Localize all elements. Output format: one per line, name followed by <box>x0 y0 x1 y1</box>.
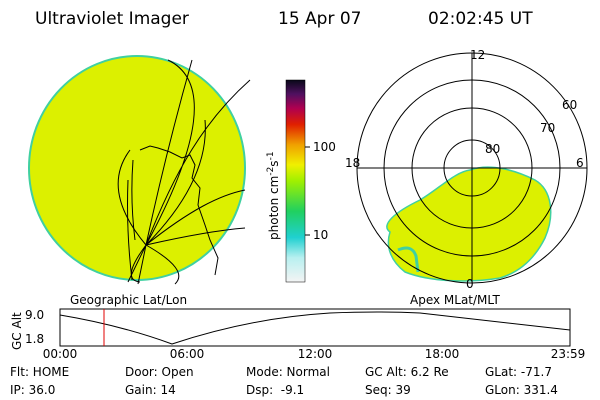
unit: s <box>267 160 281 166</box>
info-field: Gain: 14 <box>125 383 176 397</box>
instrument: Ultraviolet Imager <box>35 9 189 29</box>
info-field: IP: 36.0 <box>10 383 55 397</box>
unit: photon cm <box>267 176 281 240</box>
colorbar-label: photon cm-2s-1 <box>266 151 281 240</box>
x-tick-label: 00:00 <box>43 347 78 361</box>
mlat-label: 60 <box>562 98 577 112</box>
panel-label: Geographic Lat/Lon <box>70 293 187 307</box>
altitude-plot: GC Alt 9.0 1.8 00:00 06:00 12:00 18:00 2… <box>10 308 585 361</box>
x-tick-label: 06:00 <box>170 347 205 361</box>
x-tick-label: 18:00 <box>425 347 460 361</box>
mlat-label: 80 <box>485 142 500 156</box>
panel-label: Apex MLat/MLT <box>410 293 500 307</box>
exponent: -2 <box>266 167 276 176</box>
mlt-label: 18 <box>345 156 360 170</box>
date: 15 Apr 07 <box>278 9 361 29</box>
geo-image <box>28 55 251 285</box>
info-field: Seq: 39 <box>365 383 411 397</box>
polar-plot: 12 60 70 80 18 6 0 <box>345 48 588 291</box>
x-tick-label: 12:00 <box>298 347 333 361</box>
time: 02:02:45 UT <box>428 9 533 29</box>
colorbar: 100 10 photon cm-2s-1 <box>266 79 336 283</box>
colorbar-tick: 100 <box>313 140 336 154</box>
info-field: Dsp: -9.1 <box>246 383 304 397</box>
info-field: Door: Open <box>125 365 194 379</box>
y-label: GC Alt <box>10 312 24 350</box>
mlat-label: 70 <box>540 121 555 135</box>
exponent: -1 <box>266 151 276 160</box>
info: Flt: HOME Door: Open Mode: Normal GC Alt… <box>10 365 558 397</box>
info-field: GLon: 331.4 <box>485 383 558 397</box>
colorbar-tick: 10 <box>313 228 328 242</box>
mlt-label: 0 <box>466 277 474 291</box>
info-field: Flt: HOME <box>10 365 69 379</box>
y-tick-label: 9.0 <box>25 308 44 322</box>
mlt-label: 6 <box>576 156 584 170</box>
mlt-label: 12 <box>470 48 485 62</box>
info-field: GC Alt: 6.2 Re <box>365 365 449 379</box>
info-field: Mode: Normal <box>246 365 330 379</box>
y-tick-label: 1.8 <box>25 332 44 346</box>
info-field: GLat: -71.7 <box>485 365 552 379</box>
x-tick-label: 23:59 <box>551 347 586 361</box>
